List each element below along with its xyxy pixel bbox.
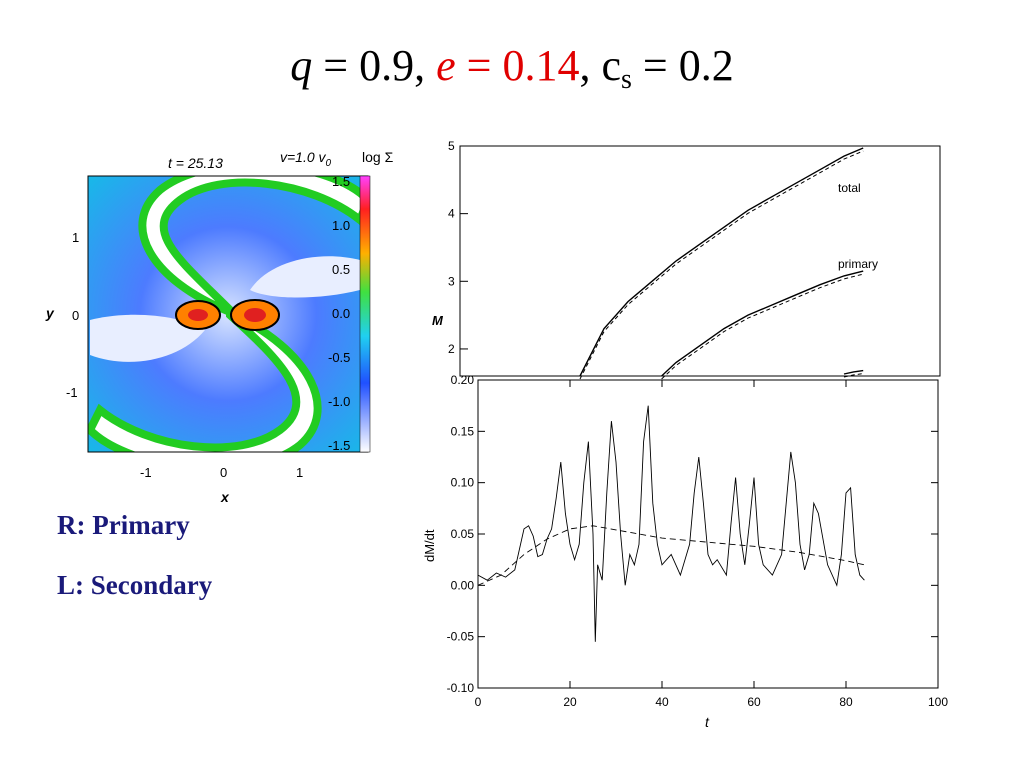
mass-y-tick-label: 2 [448, 342, 455, 356]
velocity-label: v=1.0 v [280, 149, 327, 165]
accretion-series-solid [477, 405, 865, 642]
mass-series-dashed-1 [661, 273, 864, 380]
mass-chart-frame [459, 145, 941, 377]
accretion-x-tick-label: 80 [839, 695, 853, 709]
y-tick: 1 [72, 230, 79, 245]
primary-core [244, 308, 266, 322]
caption-secondary: L: Secondary [57, 570, 213, 600]
x-tick: -1 [140, 465, 152, 480]
accretion-x-tick-label: 100 [928, 695, 948, 709]
mass-chart: 5 4 3 2 M total primary [432, 140, 941, 380]
accretion-y-tick-label: -0.05 [447, 630, 475, 644]
colorbar-tick: -1.5 [328, 438, 350, 453]
svg-text:v=1.0 v0: v=1.0 v0 [280, 149, 332, 169]
time-label: t = 25.13 [168, 155, 223, 171]
y-tick: -1 [66, 385, 78, 400]
colorbar-tick: -0.5 [328, 350, 350, 365]
mass-series-line-1 [661, 270, 864, 377]
mass-y-tick-label: 5 [448, 140, 455, 153]
mass-series-line-2 [843, 369, 864, 375]
mass-y-tick-label: 4 [448, 207, 455, 221]
secondary-core [188, 309, 208, 321]
colorbar-tick: 0.0 [332, 306, 350, 321]
e-value: = 0.14 [455, 41, 580, 90]
accretion-y-tick-label: 0.00 [451, 578, 475, 592]
colorbar-tick: 1.0 [332, 218, 350, 233]
colorbar [359, 175, 371, 453]
mass-series-dashed-0 [579, 150, 864, 380]
pale-region-left [90, 314, 205, 362]
mass-y-tick-label: 3 [448, 274, 455, 288]
y-axis-label: y [45, 305, 55, 321]
accretion-series-dashed [477, 525, 865, 586]
annotation-total: total [838, 181, 861, 195]
accretion-y-tick-label: 0.10 [451, 476, 475, 490]
velocity-subscript: 0 [326, 158, 332, 169]
mass-series-dashed-2 [843, 373, 864, 378]
accretion-x-label: t [705, 714, 710, 730]
colorbar-tick: -1.0 [328, 394, 350, 409]
slide-title: q = 0.9, e = 0.14, cs = 0.2 [0, 40, 1024, 96]
accretion-x-tick-label: 0 [475, 695, 482, 709]
y-tick: 0 [72, 308, 79, 323]
x-axis-label: x [220, 489, 230, 505]
e-symbol: e [436, 41, 456, 90]
accretion-y-tick-label: 0.15 [451, 424, 475, 438]
accretion-x-tick-label: 60 [747, 695, 761, 709]
accretion-rate-chart: 0.20 0.15 0.10 0.05 0.00 -0.05 -0.100 20 40 60 80 1… [422, 373, 948, 730]
cs-value: = 0.2 [631, 41, 734, 90]
q-value: = 0.9, [312, 41, 437, 90]
spiral-arm-lower [88, 306, 322, 452]
colorbar-tick: 0.5 [332, 262, 350, 277]
accretion-y-label: dM/dt [422, 529, 437, 562]
cs-subscript: s [620, 64, 632, 95]
accretion-y-tick-label: -0.10 [447, 681, 475, 695]
annotation-primary: primary [838, 257, 878, 271]
accretion-chart-frame [477, 379, 939, 689]
mass-y-label: M [432, 313, 444, 328]
mass-series-line-0 [579, 147, 864, 377]
accretion-x-tick-label: 40 [655, 695, 669, 709]
q-symbol: q [290, 41, 313, 90]
accretion-x-tick-label: 20 [563, 695, 577, 709]
accretion-y-tick-label: 0.20 [451, 373, 475, 387]
simulation-panel: t = 25.13 v=1.0 v0 log Σ 1.5 1.0 0.5 0.0… [45, 149, 394, 505]
accretion-y-tick-label: 0.05 [451, 527, 475, 541]
colorbar-tick: 1.5 [332, 174, 350, 189]
x-tick: 0 [220, 465, 227, 480]
pale-region-right [250, 256, 360, 298]
colorbar-title: log Σ [362, 149, 394, 165]
x-tick: 1 [296, 465, 303, 480]
caption-primary: R: Primary [57, 510, 190, 540]
cs-symbol: , c [579, 41, 621, 90]
